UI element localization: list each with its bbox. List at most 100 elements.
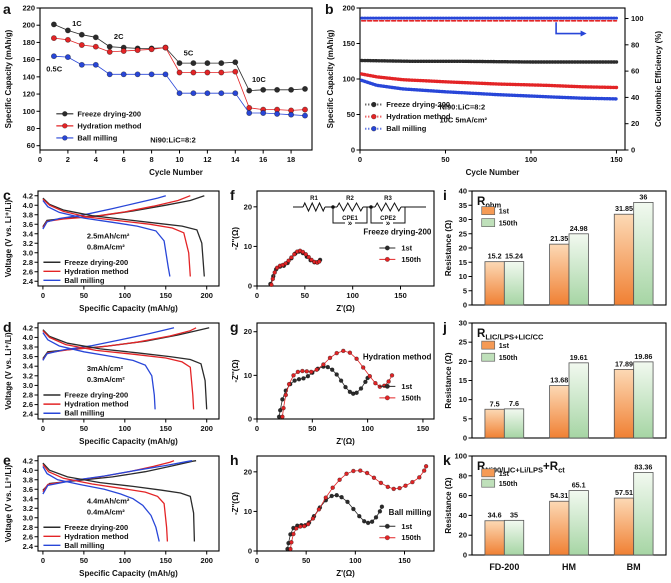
x-axis-label: Cycle Number <box>466 168 520 177</box>
legend: 1st 150th <box>481 340 518 362</box>
x-tick-label: 10 <box>175 155 183 164</box>
legend-item-label: 150th <box>499 353 518 362</box>
x-tick-label: 0 <box>41 424 45 433</box>
panel-c-charge-discharge-curves: c 0 50 100 150 200 2.4 2.6 2.8 3.0 3.2 3.4 3.6 3.8 4.0… <box>0 186 227 323</box>
x-tick-label: 100 <box>346 291 359 300</box>
panel-d-charge-discharge-curves: d 0 50 100 150 200 2.4 2.6 2.8 3.0 3.2 3.4 3.6 3.8 4.0… <box>0 318 227 456</box>
y-tick-label: 2.4 <box>23 542 34 551</box>
bar-FD-200-150th <box>503 261 525 306</box>
series-freeze-drying-200-discharge <box>42 197 205 277</box>
panel-letter: k <box>443 452 451 468</box>
axes: 0 50 100 150 200 2.42.62.83.03.23.43.63.84.04… <box>23 191 213 300</box>
y-tick-label: 100 <box>342 75 355 84</box>
legend: 1st 150th <box>379 382 421 402</box>
panel-g-nyquist-hydration: g 0 50 100 150 0 10 20 Z'(Ω) -Z''(Ω) 1st 150th Hydra… <box>227 318 440 456</box>
x-tick-label: 4 <box>94 155 99 164</box>
legend-item-label: 1st <box>401 244 412 253</box>
y-tick-label: 3.8 <box>23 210 33 219</box>
plot-frame <box>256 455 435 552</box>
series-150th <box>269 248 322 288</box>
bar-HM-150th <box>568 362 589 439</box>
y2-tick-label: 80 <box>631 40 639 49</box>
bar-HM-1st <box>549 243 570 306</box>
y-tick-label: 3.8 <box>23 475 33 484</box>
x-tick-label: 0 <box>41 556 45 565</box>
chart-title: RNi90/LIC+Li/LPS+Rct <box>477 461 565 475</box>
series-freeze-drying-200 <box>360 58 619 64</box>
y-tick-label: 140 <box>22 72 35 81</box>
x-tick-label: 0 <box>38 155 42 164</box>
series-hydration-method-discharge <box>42 330 195 410</box>
bar-value-label: 15.24 <box>505 252 523 261</box>
x-axis-label: Specific Capacity (mAh/g) <box>79 437 178 446</box>
y-tick-label: 20 <box>459 357 467 366</box>
series-freeze-drying-200-discharge <box>42 462 196 542</box>
panel-letter: h <box>230 452 239 468</box>
y-tick-label: 2.8 <box>23 523 33 532</box>
y-tick-label: 50 <box>347 110 355 119</box>
x-axis-label: Z'(Ω) <box>336 569 355 578</box>
x-tick-label: 100 <box>119 424 132 433</box>
legend: 1st 150th <box>481 206 517 228</box>
panel-j-interface-resistance-bars: j 0 5 10 15 20 25 30 Resistance (Ω) 7.5 7.6 13.68 19… <box>440 318 671 456</box>
y-tick-label: 3.2 <box>23 371 33 380</box>
legend-item-label: Freeze drying-200 <box>64 391 128 400</box>
bar-FD-200-1st <box>484 520 505 556</box>
x-tick-label: 18 <box>287 155 295 164</box>
series-hydration-method <box>360 72 619 90</box>
chart-f: f 0 50 100 150 0 10 20 Z'(Ω) -Z''(Ω) 1st 150th Freez… <box>230 187 435 313</box>
legend-item-label: 1st <box>401 382 412 391</box>
y2-tick-label: 0 <box>631 146 635 155</box>
y-tick-label: 30 <box>459 215 467 224</box>
bar-value-label: 13.68 <box>550 376 568 385</box>
bar-HM-1st <box>549 500 570 556</box>
bar-HM-150th <box>568 490 589 556</box>
series-hydration-method <box>50 35 308 114</box>
x-tick-label: 12 <box>203 155 211 164</box>
x-tick-label: 0 <box>41 291 45 300</box>
series-ball-milling-discharge <box>42 466 160 542</box>
x-tick-label: 100 <box>119 291 132 300</box>
bar-HM-1st <box>549 385 570 439</box>
bar-value-label: 65.1 <box>572 481 586 490</box>
series-freeze-drying-200 <box>50 21 308 94</box>
y-tick-label: 3.6 <box>23 352 33 361</box>
chart-c: c 0 50 100 150 200 2.42.62.83.03.23.43.63.84.0… <box>3 187 220 313</box>
annotation: 2C <box>114 32 124 41</box>
panel-e-charge-discharge-curves: e 0 50 100 150 200 2.4 2.6 2.8 3.0 3.2 3.4 3.6 3.8 4.0… <box>0 451 227 583</box>
bar-value-label: 19.86 <box>634 352 652 361</box>
y-tick-label: 3.2 <box>23 504 33 513</box>
x-tick-label: 6 <box>122 155 126 164</box>
y-tick-label: 60 <box>459 491 467 500</box>
legend: 1st 150th <box>379 244 421 264</box>
bar-value-label: 7.6 <box>509 399 519 408</box>
y-tick-label: 3.4 <box>23 494 34 503</box>
y-tick-label: 25 <box>459 229 467 238</box>
x-tick-label: 8 <box>150 155 154 164</box>
plot-frame <box>256 190 435 287</box>
series-freeze-drying-200-charge <box>42 460 197 491</box>
legend-item-label: Freeze drying-200 <box>77 109 141 118</box>
bar-value-label: 15.2 <box>488 252 502 261</box>
legend-item-label: Ball milling <box>386 124 426 133</box>
bar-BM-150th <box>633 201 654 306</box>
series-1st <box>276 364 370 420</box>
axes: 0 50 100 150 0 50 100 150 200 0 20 40 60 80 100 <box>342 4 643 165</box>
x-tick-label: 100 <box>525 155 538 164</box>
panel-h-nyquist-ball-milling: h 0 50 100 150 0 10 20 Z'(Ω) -Z''(Ω) 1st 150th Ball … <box>227 451 440 583</box>
ce-axis-arrow <box>555 22 583 35</box>
y-tick-label: 80 <box>459 471 467 480</box>
resistor-label: R2 <box>346 196 354 202</box>
chart-d: d 0 50 100 150 200 2.42.62.83.03.23.43.63.84.0… <box>3 319 220 446</box>
x-tick-label: 2 <box>66 155 70 164</box>
y-axis-label: Specific Capacity (mAh/g) <box>326 29 335 128</box>
axes: 0 50 100 150 0 10 20 <box>244 202 407 300</box>
y-axis-label: Voltage (V vs. Li⁺/Li) <box>4 332 13 410</box>
y-axis-label: Resistance (Ω) <box>444 220 453 277</box>
x-axis-label: Specific Capacity (mAh/g) <box>79 569 178 578</box>
panel-letter: i <box>443 187 447 203</box>
series-150th <box>288 464 429 552</box>
legend-item-label: 150th <box>499 479 518 488</box>
